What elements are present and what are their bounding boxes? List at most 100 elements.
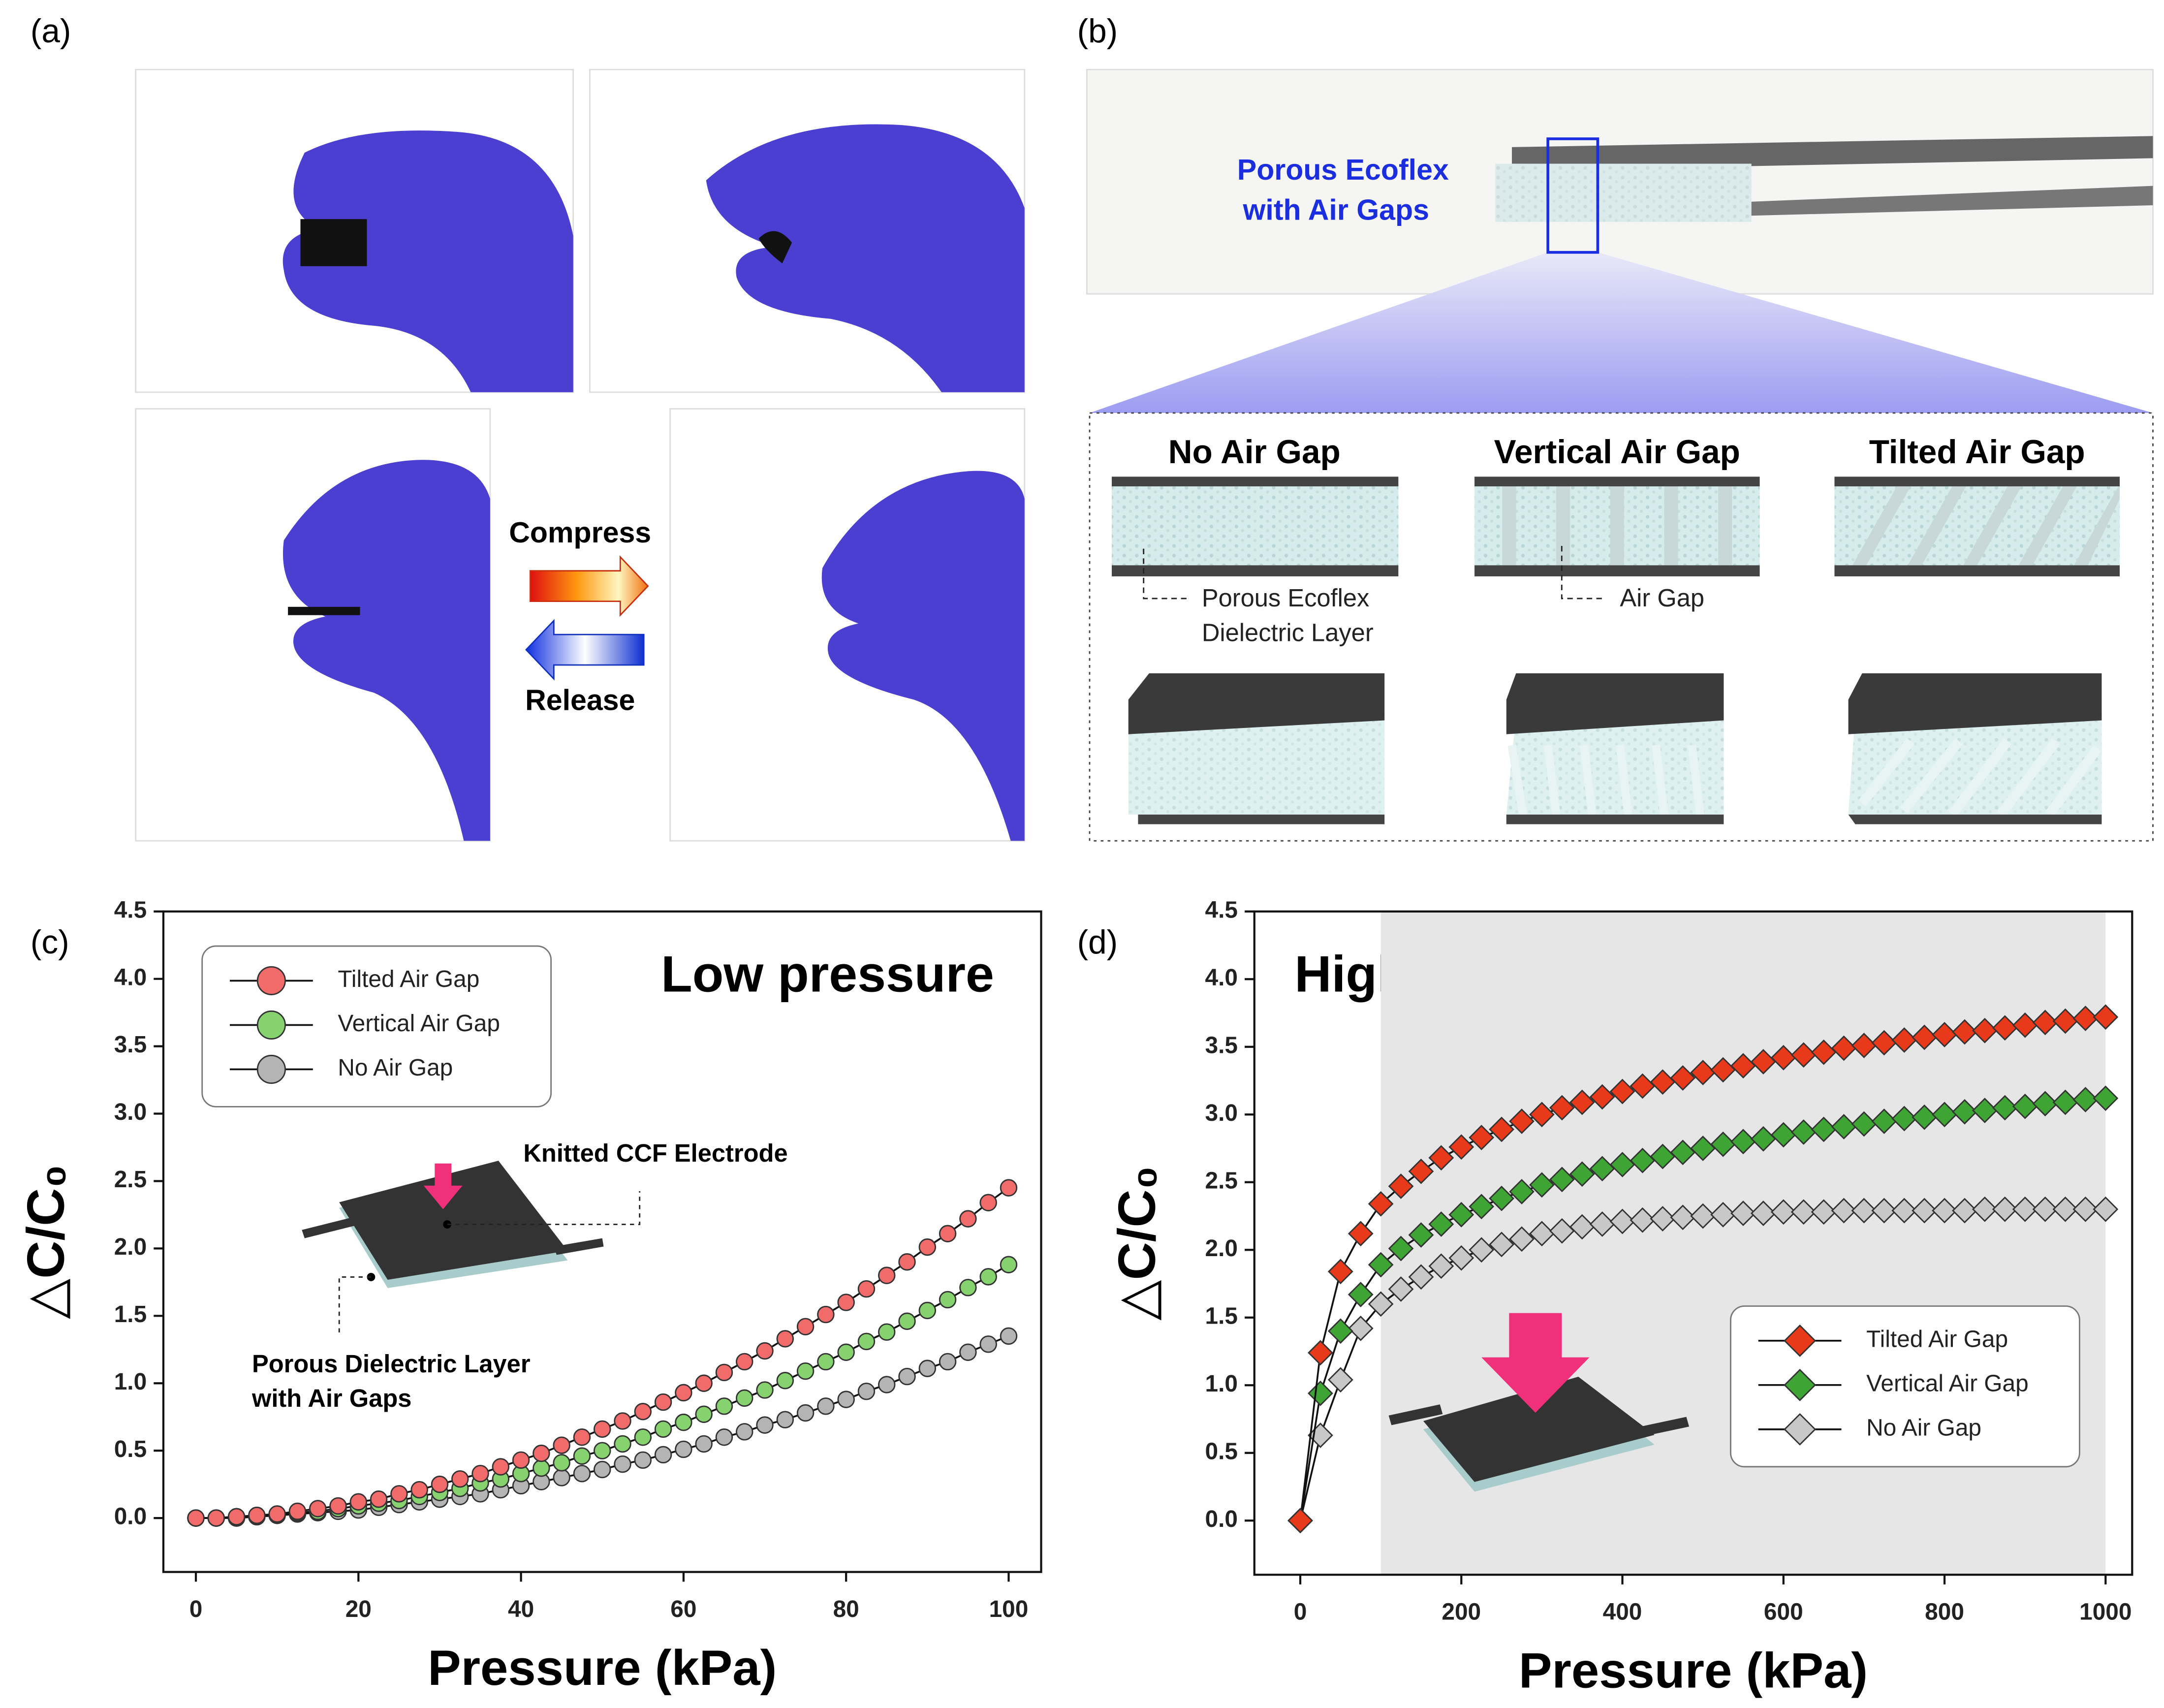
marker	[512, 1451, 530, 1469]
marker	[1871, 1198, 1897, 1224]
marker	[1871, 1030, 1897, 1056]
marker	[2072, 1006, 2099, 1031]
marker	[1770, 1044, 1796, 1071]
marker	[1790, 1119, 1817, 1145]
plot-frame	[162, 910, 1042, 1573]
air-gap	[1502, 486, 1516, 566]
marker	[1509, 1179, 1535, 1204]
release-arrow	[525, 619, 645, 681]
marker	[1509, 1226, 1535, 1252]
marker	[776, 1330, 794, 1348]
marker	[2032, 1091, 2058, 1117]
y-tick-label: 0.0	[114, 1504, 147, 1530]
marker	[1972, 1017, 1998, 1044]
marker	[857, 1332, 876, 1351]
legend-label: Vertical Air Gap	[1866, 1370, 2029, 1396]
marker	[837, 1391, 855, 1408]
legend-label: No Air Gap	[1866, 1415, 1981, 1441]
block-top	[1848, 673, 2102, 734]
legend-label: No Air Gap	[338, 1055, 453, 1081]
marker	[594, 1442, 611, 1459]
block-body	[1128, 713, 1385, 815]
marker	[1831, 1035, 1857, 1061]
marker	[796, 1318, 815, 1335]
marker	[1992, 1015, 2018, 1041]
marker	[1952, 1198, 1977, 1224]
sample-label: with Air Gaps	[1242, 194, 1429, 226]
marker	[1368, 1291, 1394, 1317]
panel-b: Porous Ecoflex with Air Gaps No Air Gap …	[1086, 68, 2154, 842]
panel-label: (a)	[31, 13, 71, 50]
marker	[654, 1393, 672, 1411]
block-bottom	[1848, 814, 2102, 824]
callout-line	[1143, 548, 1188, 600]
marker	[553, 1436, 570, 1454]
marker	[1489, 1185, 1514, 1211]
marker	[857, 1280, 876, 1298]
callout: Porous Ecoflex	[1202, 584, 1369, 612]
marker	[2093, 1085, 2119, 1111]
marker	[1408, 1158, 1434, 1184]
marker	[1992, 1196, 2018, 1222]
x-tick-label: 0	[189, 1596, 203, 1622]
marker	[2012, 1196, 2038, 1222]
air-gap	[1718, 486, 1732, 566]
y-tick-label: 2.5	[1205, 1168, 1238, 1194]
inset-electrode	[339, 1161, 568, 1280]
marker	[898, 1312, 916, 1330]
marker	[573, 1428, 591, 1446]
marker	[614, 1435, 631, 1453]
y-axis-label: △C/C₀	[16, 1164, 75, 1319]
marker	[756, 1381, 774, 1399]
y-tick-label: 3.0	[1205, 1100, 1238, 1126]
marker	[1327, 1259, 1353, 1285]
release-label: Release	[525, 684, 635, 717]
marker	[1408, 1222, 1434, 1248]
panel-label: (d)	[1077, 924, 1118, 961]
marker	[1529, 1221, 1555, 1247]
marker	[329, 1497, 347, 1515]
marker	[1549, 1167, 1575, 1193]
marker	[1368, 1191, 1394, 1217]
legend-label: Vertical Air Gap	[338, 1011, 500, 1037]
marker	[553, 1469, 570, 1487]
legend: Tilted Air Gap Vertical Air Gap No Air Gap	[201, 945, 552, 1107]
x-tick-label: 800	[1925, 1599, 1964, 1625]
marker	[614, 1455, 631, 1473]
inset-c: Knitted CCF Electrode Porous Dielectric …	[251, 1139, 788, 1412]
marker	[817, 1305, 835, 1324]
marker	[634, 1403, 652, 1421]
x-tick-label: 20	[345, 1596, 372, 1622]
zoom-cone	[1089, 252, 2153, 413]
compress-label: Compress	[509, 516, 651, 549]
marker	[959, 1343, 977, 1361]
marker	[1851, 1111, 1877, 1137]
marker	[248, 1506, 266, 1524]
panel-label: (c)	[31, 924, 69, 961]
marker	[837, 1343, 855, 1361]
marker	[1609, 1208, 1635, 1234]
y-tick-label: 1.0	[1205, 1371, 1238, 1397]
marker	[715, 1363, 733, 1382]
x-tick-label: 0	[1294, 1599, 1307, 1625]
y-axis-label: △C/C₀	[1107, 1166, 1166, 1320]
x-tick-label: 60	[670, 1596, 696, 1622]
marker	[1891, 1198, 1917, 1224]
y-tick-label: 3.0	[114, 1099, 147, 1125]
legend-marker	[1784, 1368, 1817, 1401]
marker	[2093, 1196, 2119, 1222]
marker	[1690, 1060, 1716, 1085]
y-tick-label: 0.5	[1205, 1438, 1238, 1464]
glove	[282, 130, 573, 392]
marker	[1851, 1198, 1877, 1224]
marker	[736, 1353, 753, 1371]
marker	[1000, 1179, 1018, 1197]
marker	[1569, 1161, 1595, 1187]
marker	[817, 1353, 835, 1371]
marker	[837, 1294, 855, 1311]
inset-label: Knitted CCF Electrode	[523, 1139, 787, 1167]
marker	[268, 1505, 286, 1523]
marker	[1831, 1114, 1857, 1139]
marker	[2052, 1089, 2078, 1115]
electrode	[1834, 476, 2120, 487]
